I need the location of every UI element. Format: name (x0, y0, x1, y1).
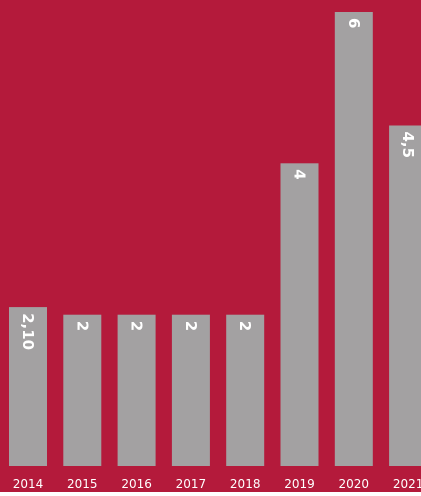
value-labels-layer: 2,10 2 2 2 2 4 6 4,5 (19, 18, 417, 350)
tick-label-2014: 2014 (13, 477, 44, 491)
tick-label-2017: 2017 (176, 477, 207, 491)
value-label-2019: 4 (291, 169, 309, 179)
value-label-2015: 2 (73, 321, 91, 331)
tick-label-2015: 2015 (67, 477, 98, 491)
value-label-2018: 2 (236, 321, 254, 331)
value-label-2016: 2 (128, 321, 146, 331)
bar-2015 (63, 314, 102, 466)
value-label-2021: 4,5 (399, 132, 417, 159)
tick-label-2018: 2018 (230, 477, 261, 491)
bar-2016 (117, 314, 156, 466)
x-axis-tick-labels: 2014 2015 2016 2017 2018 2019 2020 2021 (13, 477, 421, 491)
bar-2019 (280, 163, 319, 467)
bar-2018 (226, 314, 265, 466)
value-label-2017: 2 (182, 321, 200, 331)
value-label-2014: 2,10 (19, 313, 37, 350)
bar-2017 (171, 314, 210, 466)
bar-2014 (9, 307, 47, 466)
value-label-2020: 6 (345, 18, 363, 28)
tick-label-2016: 2016 (121, 477, 152, 491)
bars-layer (9, 12, 421, 467)
tick-label-2021: 2021 (393, 477, 421, 491)
tick-label-2020: 2020 (339, 477, 370, 491)
tick-label-2019: 2019 (284, 477, 315, 491)
bar-2021 (389, 125, 421, 466)
bar-2020 (334, 12, 373, 466)
